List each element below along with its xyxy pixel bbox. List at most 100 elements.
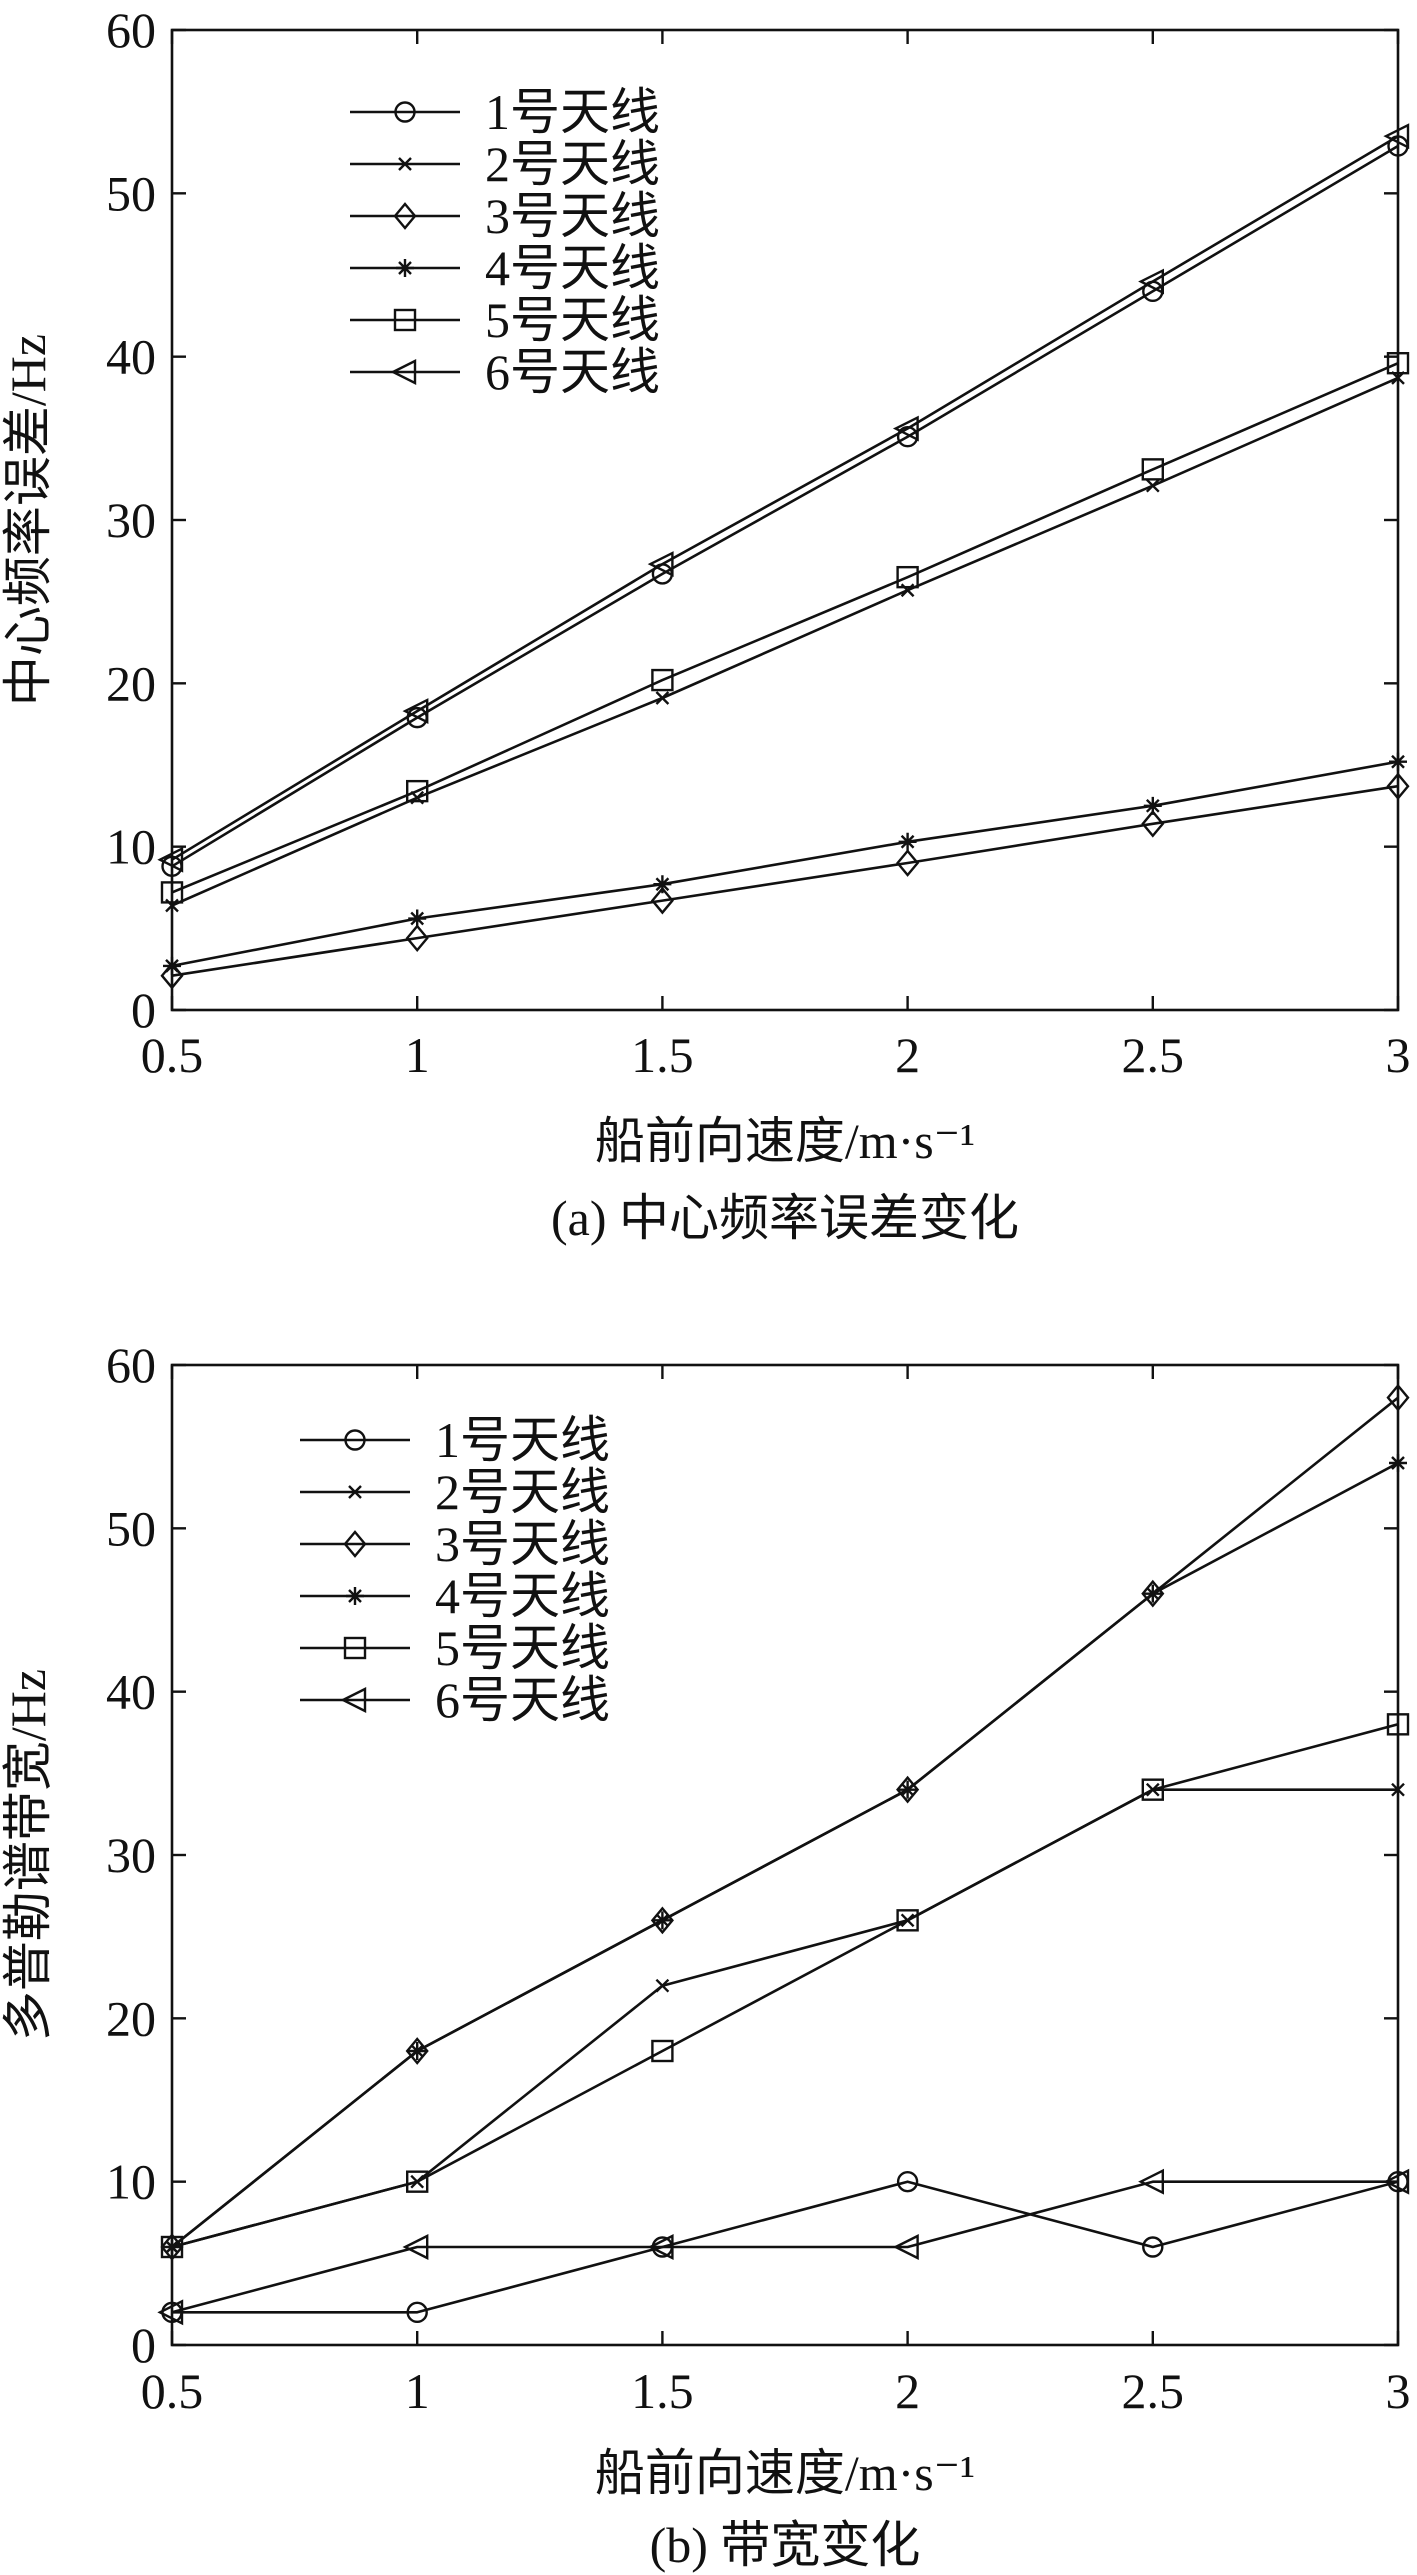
chart-b-legend-marker (344, 1429, 366, 1451)
chart-a-x-tick-label: 0.5 (141, 1027, 204, 1083)
chart-b-data-point (655, 1978, 670, 1993)
chart-b-legend-label: 4号天线 (435, 1568, 610, 1624)
chart-b-legend-item: 6号天线 (300, 1672, 610, 1728)
chart-b-y-tick-label: 10 (106, 2154, 156, 2210)
chart-b-series-line (171, 1723, 1399, 2249)
chart-a-data-point (1389, 752, 1407, 771)
chart-b-data-point (647, 2234, 674, 2260)
chart-b-data-point (1142, 2236, 1164, 2258)
chart-a-data-point (406, 779, 429, 803)
chart-b-series-line (171, 1461, 1399, 2249)
chart-a-y-tick-label: 60 (106, 2, 156, 58)
chart-a-y-axis-label: 中心频率误差/Hz (0, 334, 56, 706)
chart-a-data-point (896, 849, 920, 877)
chart-a-y-tick-label: 20 (106, 655, 156, 711)
chart-a-series-5 (160, 352, 1410, 904)
chart-a-y-tick-label: 30 (106, 492, 156, 548)
chart-b-legend-marker (346, 1587, 364, 1605)
chart-a-legend-label: 3号天线 (485, 188, 660, 244)
chart-a-series-6 (157, 123, 1410, 873)
chart-b-y-tick-label: 30 (106, 1827, 156, 1883)
chart-a-x-tick-label: 1.5 (631, 1027, 694, 1083)
chart-b-y-tick-label: 50 (106, 1500, 156, 1556)
chart-a-data-point (892, 415, 919, 442)
chart-b-data-point (1391, 1782, 1405, 1797)
chart-a-series-line (171, 784, 1399, 977)
chart-b-legend-item: 2号天线 (300, 1464, 610, 1520)
chart-a-data-point (655, 691, 670, 705)
chart-b-data-point (1383, 2168, 1410, 2195)
chart-b-legend-label: 5号天线 (435, 1620, 610, 1676)
chart-b-legend-marker (340, 1687, 367, 1713)
chart-b-data-point (408, 2042, 427, 2060)
chart-b-series-5 (160, 1713, 1410, 2259)
chart-b-y-axis-label: 多普勒谱带宽/Hz (0, 1669, 56, 2041)
chart-a-y-tick-label: 50 (106, 165, 156, 221)
chart-b-x-tick-label: 1 (405, 2363, 430, 2419)
chart-a-legend-marker (396, 259, 414, 277)
chart-b-y-tick-label: 40 (106, 1664, 156, 1720)
chart-a-data-point (1386, 352, 1410, 375)
chart-a-y-tick-label: 0 (131, 982, 156, 1038)
chart-a: 0.5 1 1.5 2 2.5 30102030405060船前向速度/m·s⁻¹中心频率… (0, 2, 1411, 1246)
chart-b-series-line (171, 1788, 1398, 2249)
chart-b-legend-label: 2号天线 (435, 1464, 610, 1520)
chart-a-legend-item: 5号天线 (350, 292, 660, 348)
chart-b-data-point (1143, 1584, 1162, 1603)
chart-b-series-4 (163, 1454, 1407, 2256)
chart-a-data-point (653, 875, 672, 894)
chart-b-legend-marker (348, 1485, 362, 1499)
chart-a-data-point (1143, 796, 1162, 815)
chart-a-series-line (171, 135, 1399, 861)
chart-b-data-point (406, 2301, 428, 2324)
chart-b-data-point (892, 2234, 919, 2260)
chart-b-series-line (171, 1396, 1399, 2249)
chart-b-caption: (b) 带宽变化 (650, 2517, 921, 2573)
chart-a-series-line (171, 376, 1399, 907)
chart-b-series-6 (157, 2168, 1410, 2326)
chart-b-data-point (160, 2235, 184, 2259)
chart-a-data-point (898, 832, 917, 851)
chart-a-legend-item: 4号天线 (350, 240, 660, 296)
chart-b-y-tick-label: 20 (106, 1990, 156, 2046)
chart-a-data-point (1141, 809, 1165, 838)
chart-a-caption: (a) 中心频率误差变化 (551, 1190, 1019, 1246)
chart-b-legend-label: 1号天线 (435, 1412, 610, 1468)
chart-b-y-tick-label: 60 (106, 1337, 156, 1393)
chart-a-data-point (1386, 772, 1410, 801)
chart-b-series-3 (160, 1383, 1410, 2261)
chart-a-legend-item: 3号天线 (350, 188, 660, 244)
chart-b-data-point (896, 2170, 919, 2193)
chart-b-legend-marker (343, 1636, 367, 1660)
chart-a-x-tick-label: 2.5 (1122, 1027, 1185, 1083)
chart-a-data-point (402, 698, 429, 725)
chart-a-legend-item: 6号天线 (350, 344, 660, 400)
chart-a-data-point (1145, 478, 1160, 493)
chart-b-data-point (653, 1911, 672, 1930)
chart-b-data-point (402, 2234, 429, 2260)
chart-b-data-point (157, 2299, 184, 2326)
chart-b-legend-item: 3号天线 (300, 1516, 610, 1572)
chart-b-legend-item: 4号天线 (300, 1568, 610, 1624)
chart-b-x-tick-label: 0.5 (141, 2363, 204, 2419)
chart-a-series-2 (165, 371, 1405, 913)
chart-b-legend-label: 3号天线 (435, 1516, 610, 1572)
chart-a-legend-label: 4号天线 (485, 240, 660, 296)
chart-a-series-line (171, 362, 1399, 894)
chart-a-series-3 (160, 772, 1410, 990)
chart-a-legend-item: 1号天线 (350, 84, 660, 140)
chart-b: 0.5 1 1.5 2 2.5 30102030405060船前向速度/m·s⁻¹多普勒谱… (0, 1337, 1411, 2573)
chart-b-data-point (406, 2170, 429, 2193)
chart-a-x-tick-label: 2 (895, 1027, 920, 1083)
chart-a-data-point (160, 881, 184, 904)
chart-a-data-point (650, 886, 674, 915)
chart-a-series-1 (161, 135, 1409, 877)
chart-a-series-line (171, 760, 1399, 968)
chart-a-legend-item: 2号天线 (350, 136, 660, 192)
chart-a-x-axis-label: 船前向速度/m·s⁻¹ (595, 1113, 975, 1169)
chart-a-data-point (1383, 123, 1410, 150)
chart-b-series-line (172, 2180, 1399, 2314)
chart-a-data-point (163, 956, 181, 975)
